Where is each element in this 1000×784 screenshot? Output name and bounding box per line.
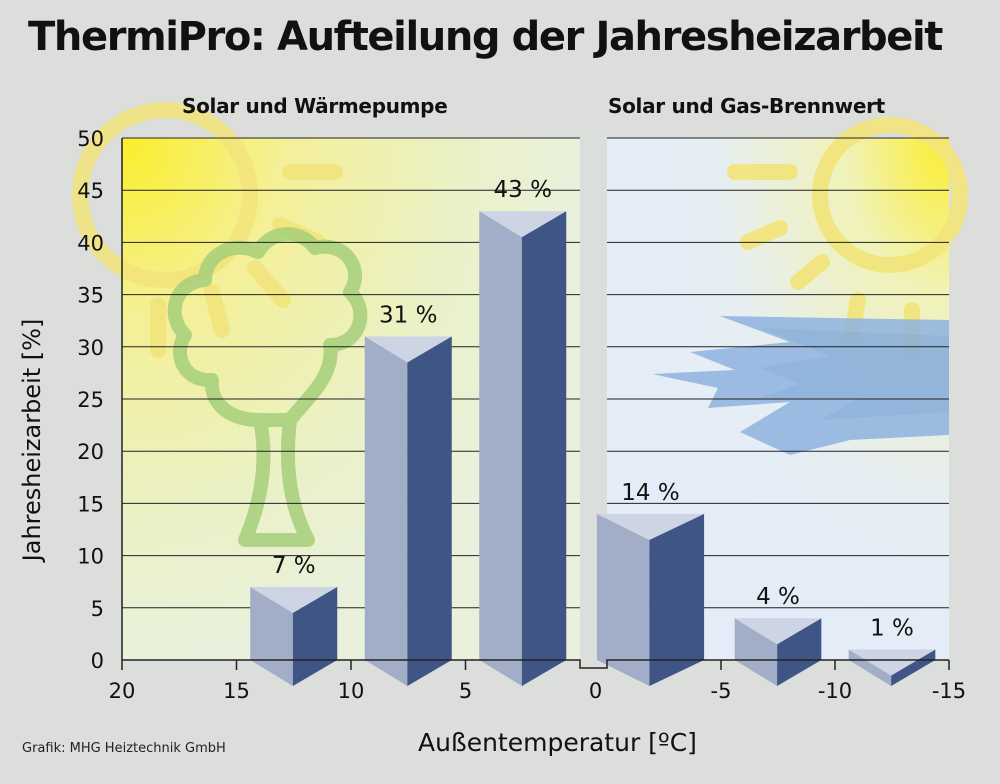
x-tick-label: 5: [459, 679, 472, 703]
wind-icon: [652, 316, 949, 455]
x-axis-label: Außentemperatur [ºC]: [418, 728, 697, 757]
bar-front-face: [364, 336, 408, 686]
bar-side-face: [407, 336, 452, 686]
y-tick-label: 35: [77, 284, 104, 308]
bar: 14 %: [596, 480, 705, 686]
source-credit: Grafik: MHG Heiztechnik GmbH: [22, 741, 226, 756]
chart-title: ThermiPro: Aufteilung der Jahresheizarbe…: [28, 14, 943, 60]
panel-title-left: Solar und Wärmepumpe: [182, 94, 448, 118]
y-tick-label: 5: [91, 597, 104, 621]
data-label: 7 %: [272, 553, 316, 579]
bar-side-face: [777, 618, 822, 686]
bar-side-face: [521, 211, 567, 686]
bars: 7 % 31 % 43 % 14 % 4 % 1 %: [250, 177, 936, 686]
x-tick-label: -15: [932, 679, 966, 703]
bar-front-face: [734, 618, 778, 686]
bar: 4 %: [734, 584, 822, 686]
bar-front-face: [596, 513, 650, 686]
y-tick-label: 50: [77, 127, 104, 151]
data-label: 4 %: [756, 584, 800, 610]
y-tick-label: 30: [77, 336, 104, 360]
panel-title-right: Solar und Gas-Brennwert: [608, 94, 885, 118]
y-tick-label: 40: [77, 231, 104, 255]
bar: 31 %: [364, 302, 452, 686]
tree-icon: [167, 227, 368, 547]
y-axis-label: Jahresheizarbeit [%]: [18, 318, 46, 562]
x-axis-line: [122, 659, 949, 669]
bar-front-face: [479, 211, 522, 686]
x-tick-label: 15: [223, 679, 250, 703]
y-tick-label: 45: [77, 179, 104, 203]
y-tick-label: 20: [77, 440, 104, 464]
x-tick-label: -5: [711, 679, 732, 703]
x-tick-label: -10: [818, 679, 852, 703]
bar-front-face: [250, 586, 293, 686]
data-label: 1 %: [870, 616, 914, 642]
bar-side-face: [292, 586, 338, 686]
data-label: 31 %: [379, 302, 437, 328]
bar-top-face: [596, 513, 705, 540]
bar: 7 %: [250, 553, 338, 686]
x-tick-label: 10: [338, 679, 365, 703]
bar: 43 %: [479, 177, 567, 686]
bar-side-face: [649, 513, 705, 686]
bar-top-face: [848, 649, 936, 676]
x-tick-label: 0: [589, 679, 602, 703]
data-label: 43 %: [494, 177, 552, 203]
y-tick-label: 10: [77, 545, 104, 569]
y-tick-label: 0: [91, 649, 104, 673]
y-tick-label: 15: [77, 492, 104, 516]
data-label: 14 %: [621, 480, 679, 506]
decorations: [72, 102, 968, 547]
x-tick-label: 20: [109, 679, 136, 703]
bar-top-face: [479, 211, 567, 238]
bar-top-face: [250, 586, 338, 613]
bar-top-face: [364, 336, 452, 363]
y-tick-label: 25: [77, 388, 104, 412]
bar: 1 %: [848, 616, 936, 686]
axes: [121, 138, 950, 670]
bar-top-face: [734, 618, 822, 645]
bar-front-face: [848, 649, 892, 686]
bar-side-face: [891, 649, 936, 686]
